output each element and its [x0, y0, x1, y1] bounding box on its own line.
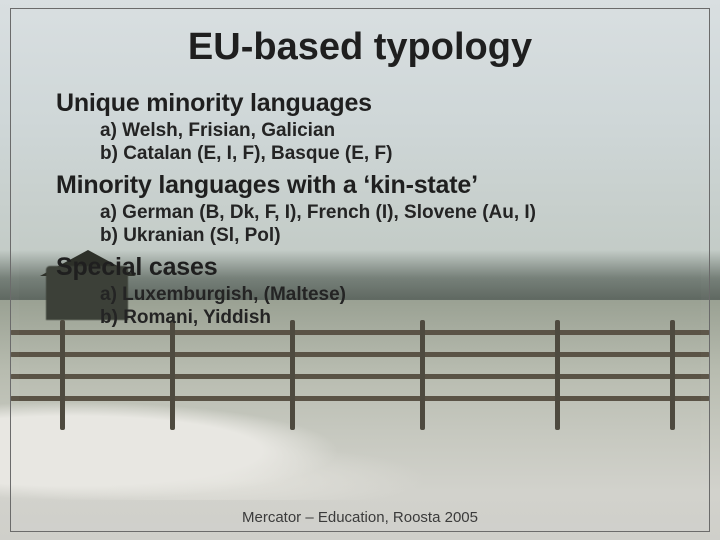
bullet-item: a) German (B, Dk, F, I), French (I), Slo…	[100, 202, 680, 224]
bullet-item: a) Luxemburgish, (Maltese)	[100, 284, 680, 306]
bullet-item: b) Ukranian (Sl, Pol)	[100, 225, 680, 247]
bullet-item: b) Catalan (E, I, F), Basque (E, F)	[100, 143, 680, 165]
content-area: EU-based typology Unique minority langua…	[0, 0, 720, 540]
bullet-item: a) Welsh, Frisian, Galician	[100, 120, 680, 142]
slide: EU-based typology Unique minority langua…	[0, 0, 720, 540]
slide-title: EU-based typology	[40, 26, 680, 69]
section-heading: Special cases	[56, 253, 680, 282]
bullet-item: b) Romani, Yiddish	[100, 307, 680, 329]
section-heading: Unique minority languages	[56, 89, 680, 118]
footer-text: Mercator – Education, Roosta 2005	[0, 509, 720, 526]
section-heading: Minority languages with a ‘kin-state’	[56, 171, 680, 200]
